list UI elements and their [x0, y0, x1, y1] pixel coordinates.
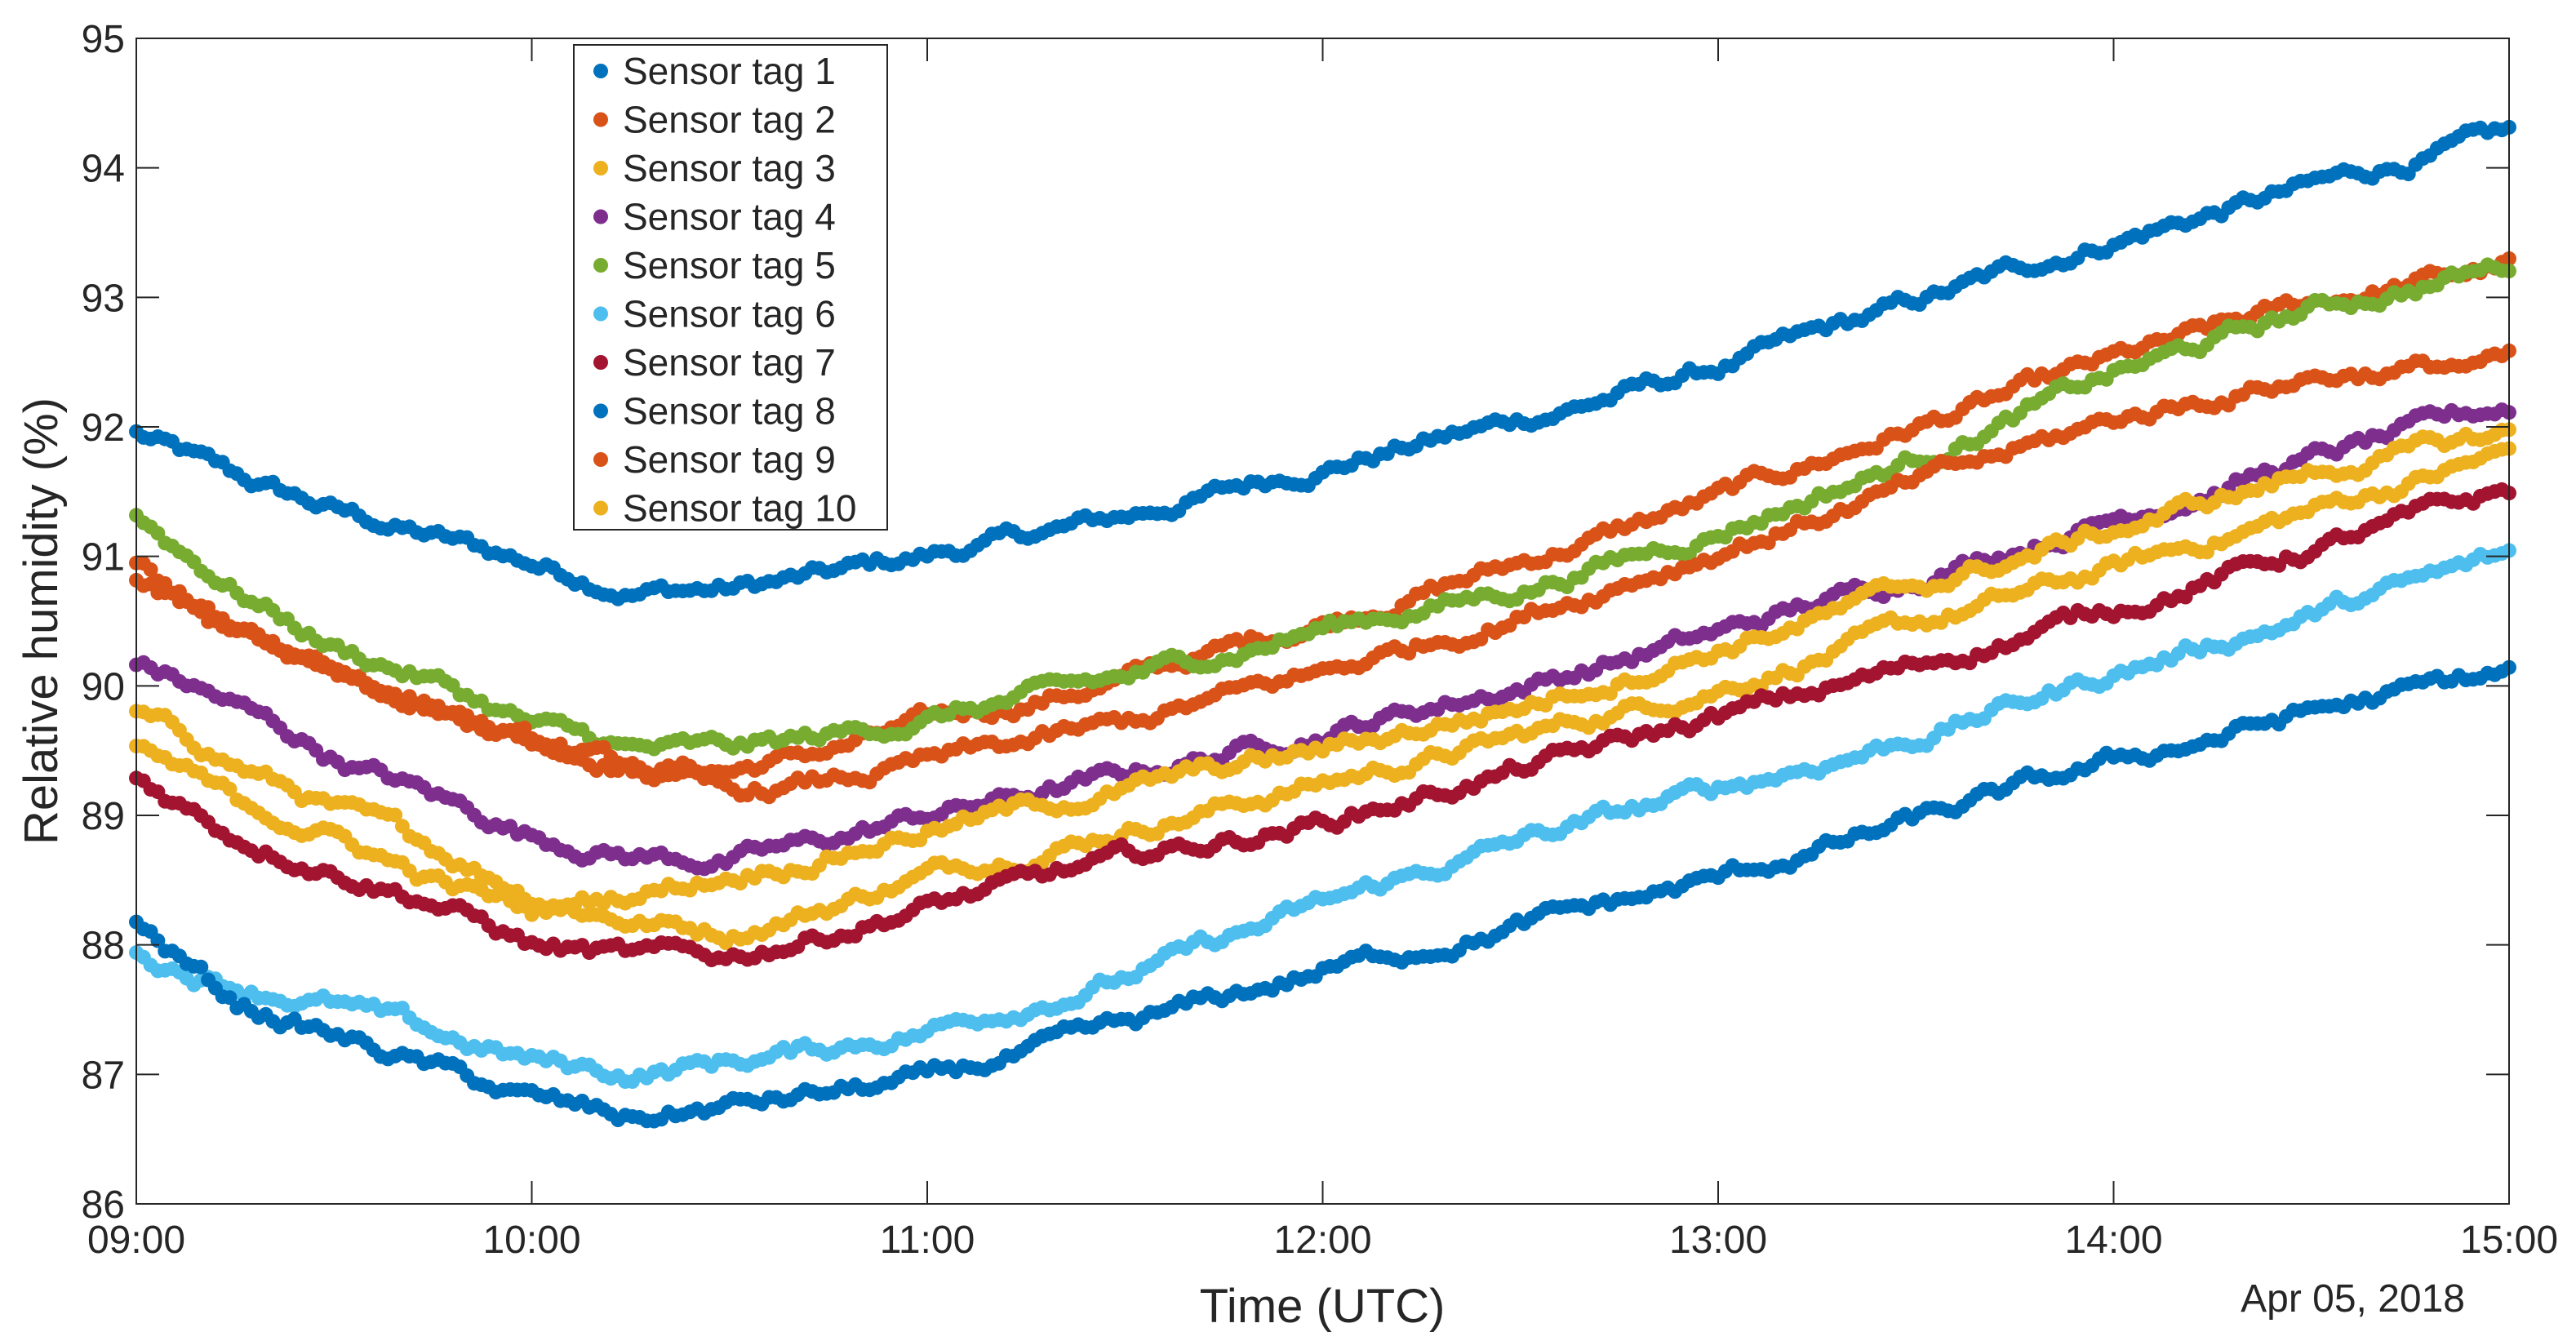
y-tick-label: 86	[82, 1183, 125, 1227]
series-1	[129, 119, 2516, 606]
legend-marker	[593, 403, 608, 419]
series-7	[129, 482, 2516, 968]
y-axis-label: Relative humidity (%)	[15, 397, 68, 845]
legend-label: Sensor tag 8	[623, 390, 836, 433]
y-tick-label: 89	[82, 795, 125, 838]
x-tick-label: 15:00	[2460, 1219, 2558, 1262]
legend-marker	[593, 452, 608, 467]
legend-label: Sensor tag 2	[623, 99, 836, 141]
series-layer	[129, 119, 2516, 1129]
y-tick-label: 95	[82, 18, 125, 61]
x-tick-label: 14:00	[2064, 1219, 2162, 1262]
legend-label: Sensor tag 9	[623, 438, 836, 481]
y-tick-label: 88	[82, 925, 125, 968]
x-tick-label: 12:00	[1273, 1219, 1371, 1262]
x-tick-label: 13:00	[1669, 1219, 1767, 1262]
legend-label: Sensor tag 7	[623, 341, 836, 384]
axes-layer: 09:00 10:00 11:00 12:00 13:00 14:00 15:00 86 87 8…	[82, 18, 2558, 1262]
y-tick-label: 94	[82, 148, 125, 191]
legend-marker	[593, 209, 608, 224]
legend-label: Sensor tag 5	[623, 244, 836, 286]
x-tick-label: 11:00	[880, 1219, 975, 1262]
y-tick-label: 93	[82, 277, 125, 320]
legend-marker	[593, 258, 608, 273]
legend-marker	[593, 161, 608, 175]
legend-marker	[593, 112, 608, 127]
legend-marker	[593, 500, 608, 516]
y-tick-label: 91	[82, 536, 125, 579]
x-tick-label: 09:00	[87, 1219, 185, 1262]
data-point	[193, 959, 209, 975]
data-point	[388, 807, 403, 823]
legend-marker	[593, 355, 608, 370]
date-label: Apr 05, 2018	[2241, 1277, 2465, 1321]
data-point	[143, 562, 158, 577]
legend-label: Sensor tag 10	[623, 487, 856, 530]
legend-label: Sensor tag 4	[623, 196, 836, 238]
series-9	[129, 343, 2516, 805]
legend-box	[573, 44, 888, 531]
data-point	[222, 781, 238, 797]
x-axis-label: Time (UTC)	[1200, 1280, 1446, 1333]
x-tick-label: 10:00	[482, 1219, 580, 1262]
y-tick-label: 90	[82, 665, 125, 708]
legend: Sensor tag 1 Sensor tag 2 Sensor tag 3 Sens…	[573, 44, 888, 531]
series-10	[129, 422, 2516, 922]
y-tick-label: 87	[82, 1054, 125, 1097]
legend-label: Sensor tag 1	[623, 50, 836, 92]
legend-marker	[593, 64, 608, 78]
data-point	[517, 720, 532, 735]
series-5	[129, 257, 2516, 757]
series-3	[129, 441, 2516, 951]
legend-label: Sensor tag 6	[623, 293, 836, 335]
series-8	[129, 659, 2516, 1129]
legend-label: Sensor tag 3	[623, 147, 836, 189]
legend-marker	[593, 306, 608, 322]
y-tick-label: 92	[82, 406, 125, 450]
series-6	[129, 543, 2516, 1090]
data-point	[222, 990, 238, 1006]
